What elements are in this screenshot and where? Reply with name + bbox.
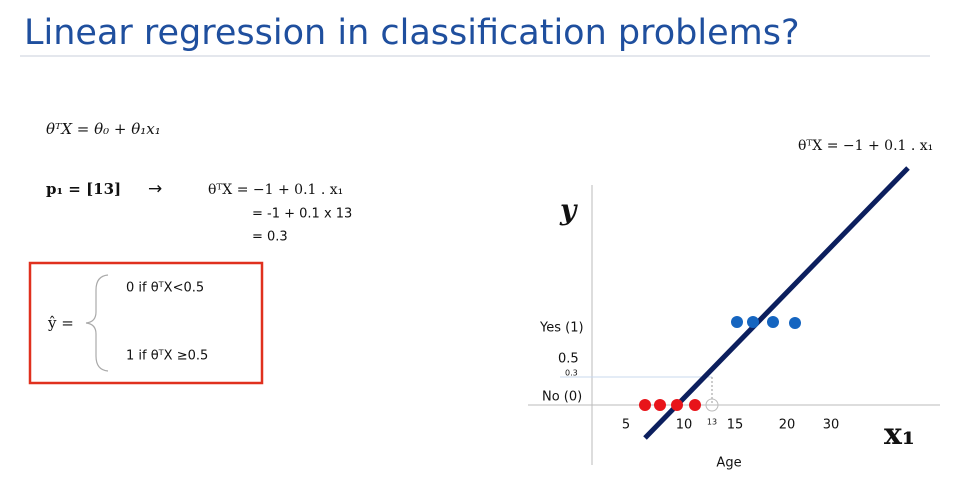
x-label: 5: [622, 418, 630, 433]
rule-box: [28, 261, 264, 385]
step: θᵀX = −1 + 0.1 . x₁: [208, 182, 343, 198]
y-label: 0.5: [558, 352, 579, 367]
x-label: 15: [727, 418, 744, 433]
x-label: 20: [779, 418, 796, 433]
yes-point: [731, 316, 743, 328]
no-point: [654, 399, 666, 411]
no-point: [639, 399, 651, 411]
x-label: 10: [676, 418, 693, 433]
arrow: →: [148, 179, 162, 199]
brace: [85, 274, 109, 372]
x-label: 13: [707, 418, 717, 427]
step: = -1 + 0.1 x 13: [252, 207, 352, 222]
no-point: [671, 399, 683, 411]
slide-title: Linear regression in classification prob…: [24, 13, 800, 53]
line-equation: θᵀX = −1 + 0.1 . x₁: [798, 138, 933, 154]
no-point: [689, 399, 701, 411]
step: = 0.3: [252, 230, 288, 245]
rule-lhs: ŷ =: [47, 314, 74, 332]
yes-point: [747, 316, 759, 328]
yes-point: [789, 317, 801, 329]
y-label: Yes (1): [539, 321, 584, 336]
x-axis-label: x₁: [884, 417, 915, 452]
x-label: 30: [823, 418, 840, 433]
yes-point: [767, 316, 779, 328]
rule-case: 1 if θᵀX ≥0.5: [126, 349, 208, 364]
hypothesis: θᵀX = θ₀ + θ₁x₁: [46, 120, 161, 138]
y-label: 0.3: [565, 369, 578, 378]
query-point: [705, 398, 719, 412]
rule-case: 0 if θᵀX<0.5: [126, 281, 204, 296]
y-label: No (0): [542, 390, 582, 405]
point: p₁ = [13]: [46, 180, 121, 198]
y-axis-label: y: [559, 194, 578, 227]
regression-line: [643, 166, 910, 440]
x-axis-title: Age: [716, 456, 741, 471]
